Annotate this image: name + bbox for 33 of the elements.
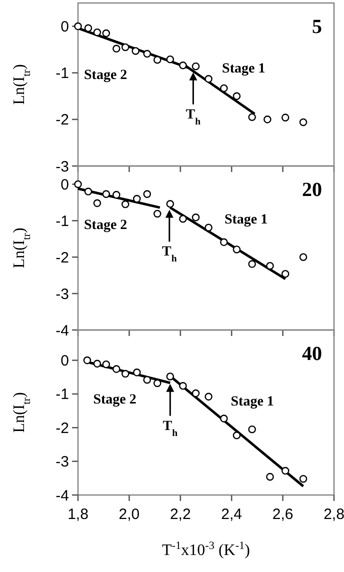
y-tick-label: -1 bbox=[56, 65, 69, 82]
y-tick-label: -4 bbox=[56, 487, 69, 504]
annotation: Stage 1 bbox=[222, 61, 266, 76]
y-tick-label: -3 bbox=[56, 158, 69, 176]
y-tick-label: 0 bbox=[60, 352, 69, 370]
y-tick-label: 0 bbox=[60, 18, 69, 36]
text: 40 bbox=[302, 343, 322, 365]
x-tick-label: 2,8 bbox=[324, 506, 344, 523]
x-tick-label: 2,4 bbox=[221, 506, 242, 523]
x-axis-title: T$^{-1}$x10$^{-3}$ (K$^{-1}$) bbox=[162, 540, 250, 559]
annotation: T$_{h}$ bbox=[186, 107, 202, 127]
y-tick-label: -4 bbox=[56, 322, 69, 340]
text: 20 bbox=[302, 179, 322, 201]
y-tick-label: -2 bbox=[56, 420, 69, 437]
annotation: T$_{h}$ bbox=[162, 244, 178, 264]
y-tick-label: -2 bbox=[56, 249, 69, 266]
annotation: Stage 2 bbox=[84, 68, 128, 83]
x-tick-label: 2,2 bbox=[170, 506, 191, 523]
y-tick-label: -1 bbox=[56, 212, 69, 230]
annotation: Stage 1 bbox=[230, 394, 274, 410]
x-tick-label: 2,0 bbox=[118, 506, 140, 523]
x-tick-label: 2,6 bbox=[272, 506, 294, 523]
text: 5 bbox=[312, 16, 322, 38]
y-tick-label: -3 bbox=[56, 286, 69, 303]
y-tick-label: 0 bbox=[60, 176, 69, 194]
y-tick-label: -3 bbox=[56, 454, 69, 471]
annotation: Stage 2 bbox=[93, 392, 136, 408]
x-tick-label: 1,8 bbox=[68, 506, 88, 523]
annotation: T$_{h}$ bbox=[162, 418, 178, 438]
annotation: Stage 2 bbox=[84, 218, 128, 233]
y-tick-label: -2 bbox=[56, 112, 69, 129]
y-tick-label: -1 bbox=[56, 386, 69, 404]
annotation: Stage 1 bbox=[224, 212, 268, 228]
